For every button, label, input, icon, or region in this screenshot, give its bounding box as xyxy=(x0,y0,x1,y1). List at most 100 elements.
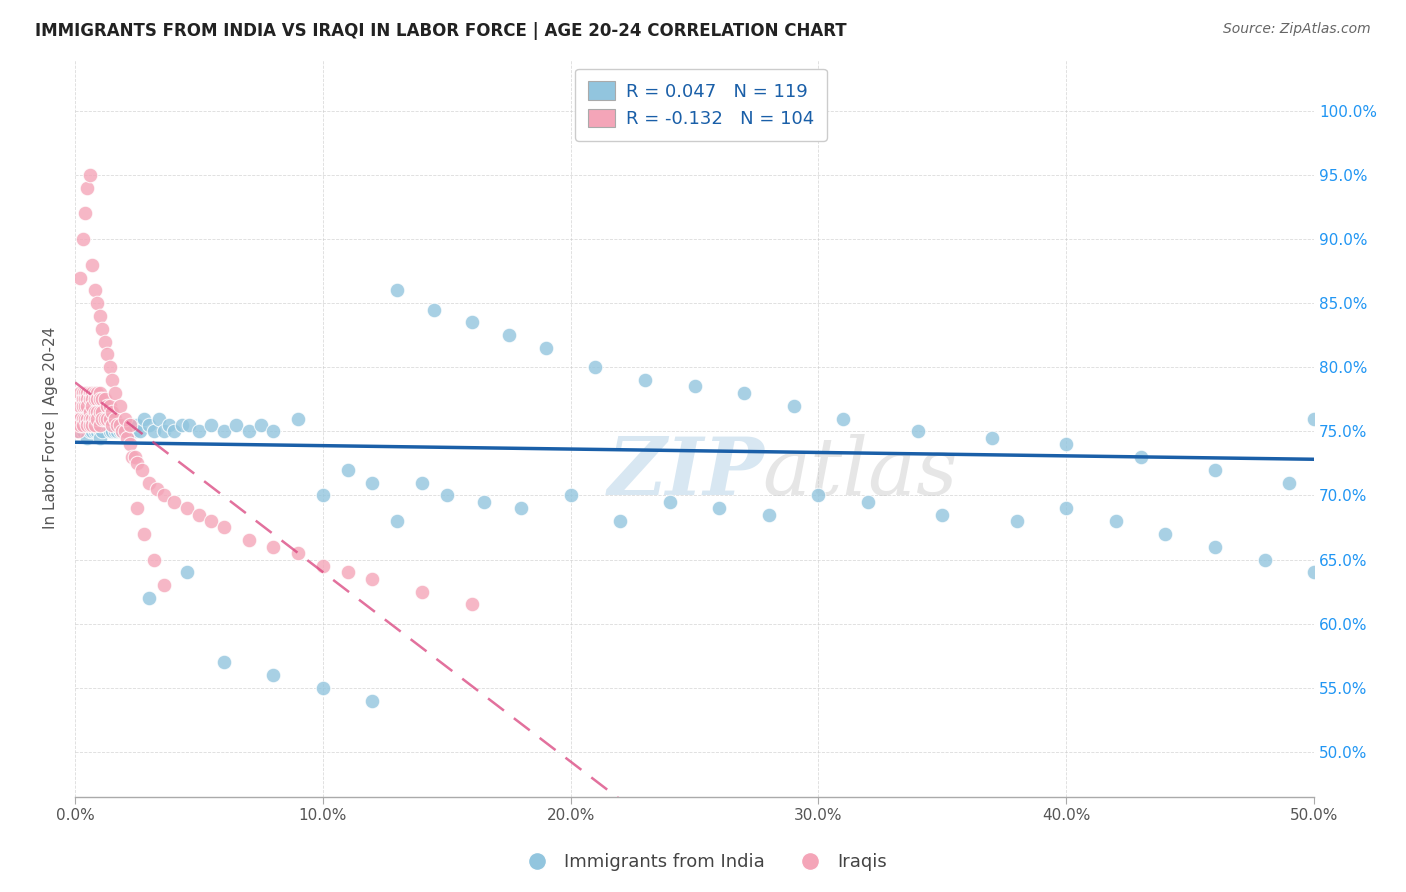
Point xyxy=(66,425,89,439)
Point xyxy=(1278,475,1301,490)
Point xyxy=(73,417,96,432)
Point xyxy=(72,417,94,432)
Point xyxy=(69,270,91,285)
Point xyxy=(86,405,108,419)
Point xyxy=(105,425,128,439)
Point xyxy=(98,411,121,425)
Point xyxy=(69,385,91,400)
Point xyxy=(153,488,176,502)
Point xyxy=(91,411,114,425)
Point xyxy=(287,546,309,560)
Point xyxy=(212,655,235,669)
Text: IMMIGRANTS FROM INDIA VS IRAQI IN LABOR FORCE | AGE 20-24 CORRELATION CHART: IMMIGRANTS FROM INDIA VS IRAQI IN LABOR … xyxy=(35,22,846,40)
Point xyxy=(387,514,409,528)
Point xyxy=(423,302,446,317)
Text: ZIP: ZIP xyxy=(607,434,765,511)
Point xyxy=(101,405,124,419)
Point xyxy=(143,425,166,439)
Point xyxy=(104,385,127,400)
Point xyxy=(104,425,127,439)
Point xyxy=(250,417,273,432)
Point xyxy=(733,385,755,400)
Point xyxy=(98,399,121,413)
Point xyxy=(79,411,101,425)
Point xyxy=(82,385,104,400)
Point xyxy=(89,405,111,419)
Point xyxy=(212,520,235,534)
Point xyxy=(82,417,104,432)
Point xyxy=(262,540,284,554)
Point xyxy=(121,417,143,432)
Point xyxy=(138,475,160,490)
Point xyxy=(94,417,117,432)
Point xyxy=(76,417,98,432)
Point xyxy=(73,399,96,413)
Point xyxy=(111,425,134,439)
Point xyxy=(1253,552,1275,566)
Point xyxy=(96,347,118,361)
Point xyxy=(79,417,101,432)
Point xyxy=(361,693,384,707)
Point xyxy=(225,417,247,432)
Point xyxy=(387,283,409,297)
Point xyxy=(125,501,148,516)
Point xyxy=(96,399,118,413)
Point xyxy=(94,411,117,425)
Point xyxy=(105,417,128,432)
Point xyxy=(1303,411,1326,425)
Point xyxy=(683,379,706,393)
Point xyxy=(188,425,211,439)
Point xyxy=(1105,514,1128,528)
Point xyxy=(163,495,186,509)
Point xyxy=(124,425,146,439)
Point xyxy=(336,566,359,580)
Point xyxy=(153,578,176,592)
Point xyxy=(79,425,101,439)
Point xyxy=(73,385,96,400)
Point xyxy=(72,232,94,246)
Point xyxy=(101,425,124,439)
Point xyxy=(146,482,169,496)
Point xyxy=(73,392,96,407)
Point xyxy=(1054,437,1077,451)
Point xyxy=(94,411,117,425)
Point xyxy=(498,328,520,343)
Point xyxy=(84,411,107,425)
Point xyxy=(128,425,150,439)
Point xyxy=(84,392,107,407)
Point xyxy=(76,417,98,432)
Point xyxy=(89,309,111,323)
Point xyxy=(73,405,96,419)
Point xyxy=(1054,501,1077,516)
Point xyxy=(72,385,94,400)
Point xyxy=(76,431,98,445)
Point xyxy=(134,527,156,541)
Point xyxy=(72,411,94,425)
Point xyxy=(200,417,222,432)
Point xyxy=(758,508,780,522)
Point xyxy=(105,417,128,432)
Point xyxy=(91,411,114,425)
Point xyxy=(609,514,631,528)
Point xyxy=(73,206,96,220)
Point xyxy=(118,417,141,432)
Point xyxy=(79,405,101,419)
Point xyxy=(312,681,335,695)
Point xyxy=(170,417,193,432)
Point xyxy=(336,463,359,477)
Point xyxy=(96,417,118,432)
Point xyxy=(312,488,335,502)
Point xyxy=(101,417,124,432)
Point xyxy=(907,425,929,439)
Point xyxy=(1204,463,1226,477)
Point xyxy=(807,488,830,502)
Point xyxy=(361,475,384,490)
Point xyxy=(101,373,124,387)
Point xyxy=(79,392,101,407)
Point xyxy=(69,399,91,413)
Point xyxy=(66,417,89,432)
Point xyxy=(931,508,953,522)
Point xyxy=(157,417,180,432)
Point xyxy=(101,417,124,432)
Point xyxy=(89,417,111,432)
